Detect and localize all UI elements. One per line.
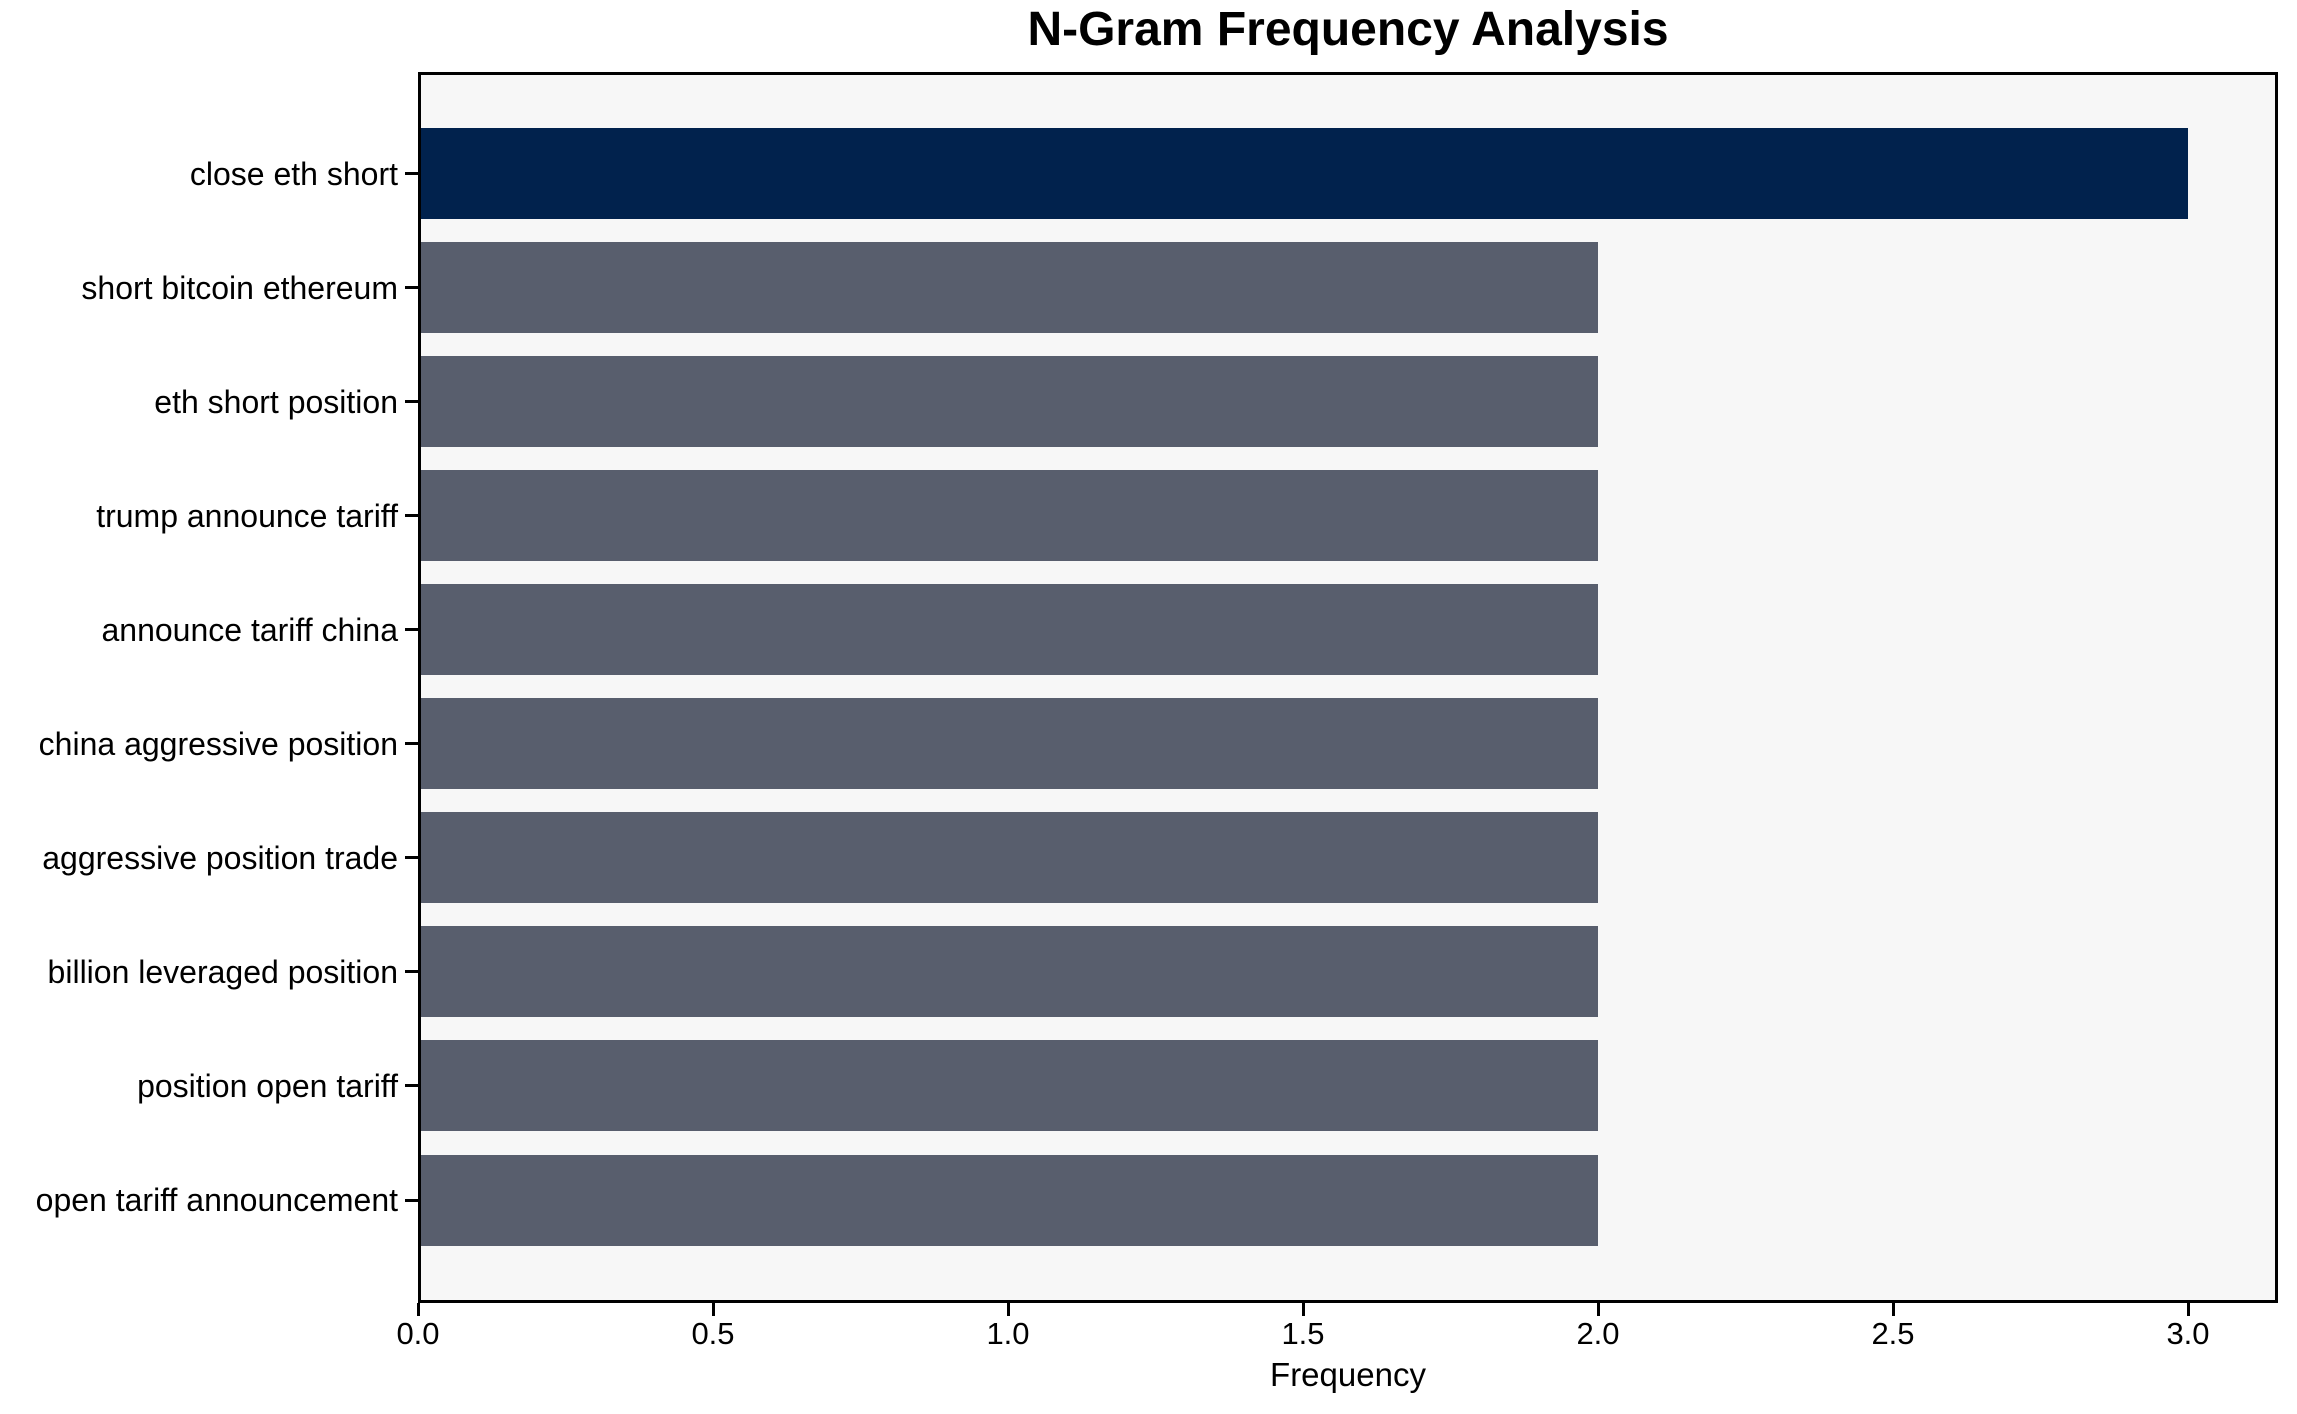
x-tick-label: 1.5 [1281,1316,1325,1351]
plot-area [418,72,2278,1303]
y-tick-label: china aggressive position [38,725,398,762]
y-tick-mark [405,172,418,175]
y-tick-label: eth short position [154,383,398,420]
y-tick-label: aggressive position trade [42,839,398,876]
bar [421,812,1598,904]
x-tick-label: 2.0 [1576,1316,1620,1351]
y-tick-mark [405,400,418,403]
y-tick-label: position open tariff [137,1067,398,1104]
x-tick-mark [1596,1303,1600,1316]
x-tick-label: 2.5 [1871,1316,1915,1351]
y-tick-label: trump announce tariff [96,497,398,534]
y-tick-mark [405,628,418,631]
x-tick-mark [711,1303,715,1316]
x-axis-label: Frequency [1270,1356,1426,1393]
y-tick-mark [405,1084,418,1087]
bar [421,356,1598,448]
y-tick-label: open tariff announcement [35,1182,398,1219]
y-tick-mark [405,856,418,859]
bar [421,1154,1598,1246]
x-tick-mark [416,1303,420,1316]
x-tick-label: 1.0 [986,1316,1030,1351]
bar [421,1040,1598,1132]
bar [421,584,1598,676]
y-tick-mark [405,742,418,745]
bar [421,242,1598,334]
y-tick-label: short bitcoin ethereum [81,269,398,306]
y-tick-mark [405,1199,418,1202]
bar [421,698,1598,790]
x-tick-label: 3.0 [2166,1316,2210,1351]
x-tick-mark [2186,1303,2190,1316]
y-tick-label: billion leveraged position [47,953,398,990]
x-tick-mark [1006,1303,1010,1316]
bar [421,128,2188,219]
y-tick-mark [405,514,418,517]
y-tick-label: close eth short [189,155,398,192]
chart-title: N-Gram Frequency Analysis [1027,3,1669,56]
y-tick-mark [405,970,418,973]
x-tick-mark [1891,1303,1895,1316]
x-tick-label: 0.5 [691,1316,735,1351]
x-tick-mark [1301,1303,1305,1316]
y-tick-label: announce tariff china [101,611,398,648]
x-tick-label: 0.0 [396,1316,440,1351]
y-tick-mark [405,286,418,289]
bar [421,470,1598,562]
bar [421,926,1598,1018]
